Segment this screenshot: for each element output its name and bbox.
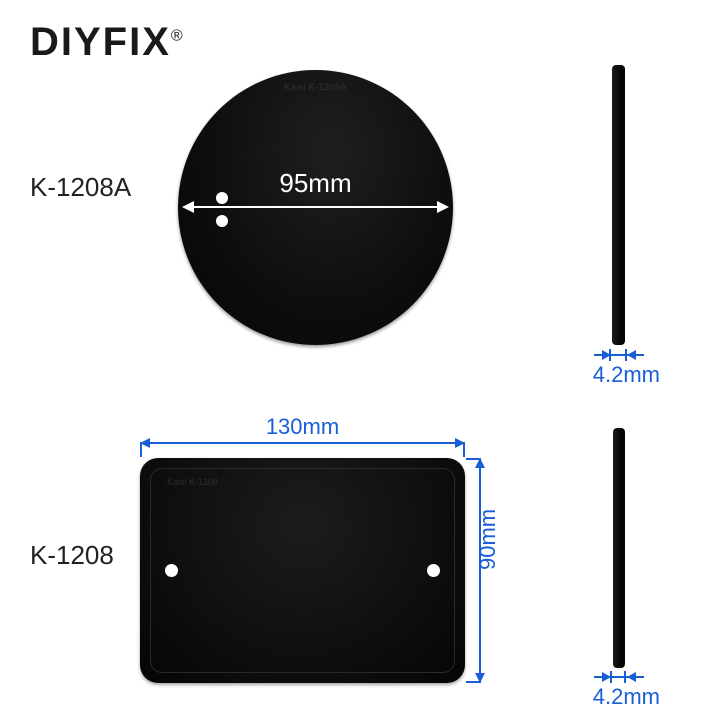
circle-engraving: Kaisi K-1208A [284, 82, 346, 92]
thickness-b-dim-line [594, 676, 644, 678]
rect-engraving: Kaisi K-1208 [167, 477, 218, 487]
rectangular-pad: Kaisi K-1208 [140, 458, 465, 683]
circle-diameter-line [184, 206, 447, 208]
thickness-a-dim-line [594, 354, 644, 356]
side-profile-b [613, 428, 625, 668]
circular-pad: Kaisi K-1208A 95mm [178, 70, 453, 345]
thickness-b-text: 4.2mm [593, 684, 660, 710]
rect-hole-left [165, 564, 178, 577]
circle-hole-lower [216, 215, 228, 227]
side-profile-a [612, 65, 625, 345]
model-b-label: K-1208 [30, 540, 114, 571]
model-a-label: K-1208A [30, 172, 131, 203]
rect-width-text: 130mm [140, 414, 465, 440]
registered-mark: ® [171, 28, 185, 45]
thickness-a-text: 4.2mm [593, 362, 660, 388]
rect-height-dim-line [479, 458, 481, 683]
rect-height-text: 90mm [475, 509, 501, 570]
circle-diameter-text: 95mm [178, 168, 453, 199]
brand-logo: DIYFIX® [30, 20, 185, 65]
brand-name: DIYFIX [30, 20, 171, 64]
rect-hole-right [427, 564, 440, 577]
rect-inner-border: Kaisi K-1208 [150, 468, 455, 673]
rect-width-dim-line [140, 442, 465, 444]
